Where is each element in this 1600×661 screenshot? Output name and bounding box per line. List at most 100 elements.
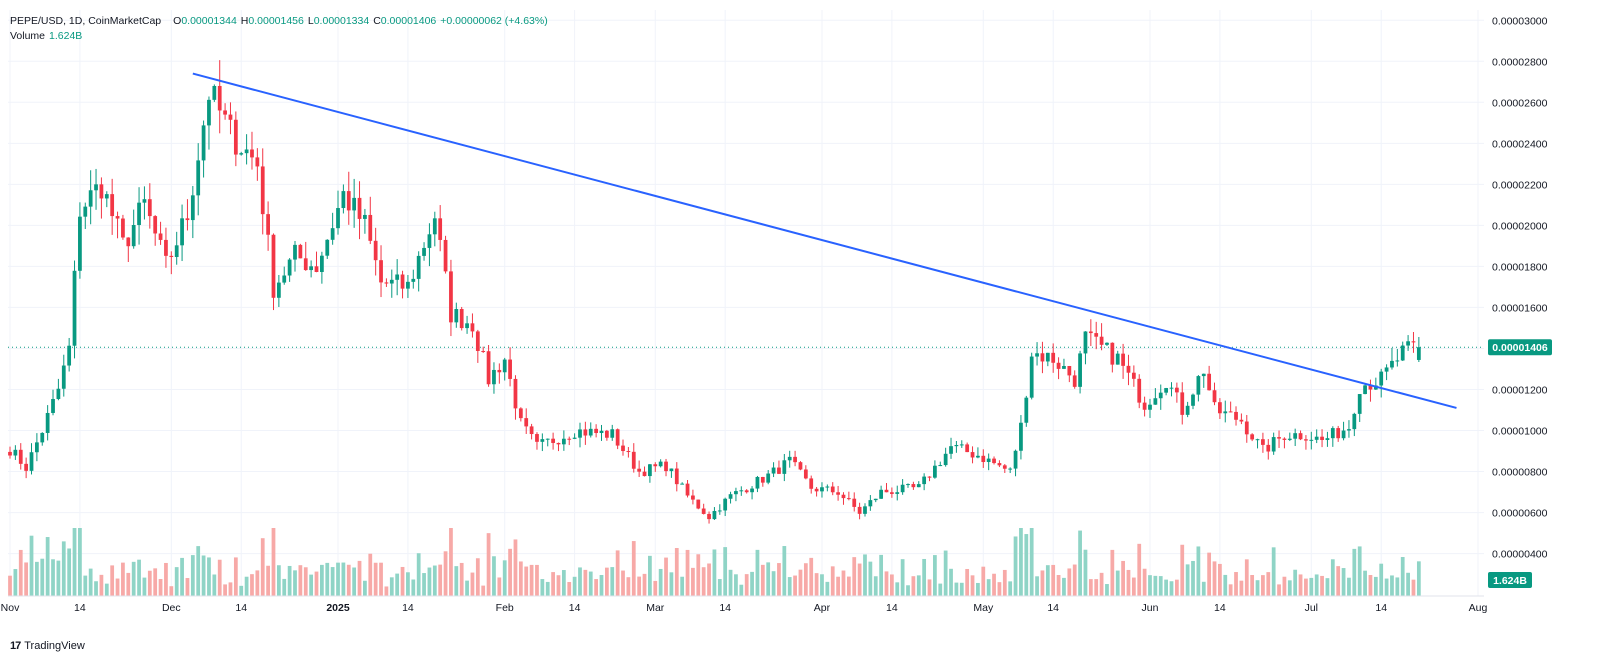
candle <box>658 459 663 468</box>
time-axis[interactable]: Nov 14 Dec 14 2025 14 Feb 14 Mar 14 Apr 14 May 14 Jun 1… <box>1 595 1488 614</box>
candle <box>395 259 400 296</box>
candle-body <box>110 194 115 217</box>
volume-bar <box>631 541 636 596</box>
candle <box>744 489 749 494</box>
volume-bar <box>1131 577 1136 596</box>
candle-body <box>35 442 39 453</box>
candle-body <box>406 281 410 289</box>
candle-body <box>803 469 808 479</box>
candle-body <box>298 244 303 259</box>
volume-bar <box>922 558 927 596</box>
candle-body <box>212 85 217 100</box>
volume-bar <box>475 558 480 596</box>
candle <box>1379 368 1384 398</box>
candle <box>201 120 206 178</box>
volume-bar <box>336 562 340 596</box>
volume-bar <box>1024 534 1029 596</box>
candle <box>648 464 652 483</box>
tradingview-brand[interactable]: 17 TradingView <box>10 640 85 652</box>
candle <box>282 266 287 285</box>
candle-body <box>314 266 319 273</box>
candle <box>717 504 722 515</box>
volume-bar <box>691 567 695 596</box>
time-tick-label: 14 <box>1047 602 1059 614</box>
change-value: +0.00000062 (+4.63%) <box>440 15 548 27</box>
candle-body <box>1131 372 1136 379</box>
candle-body <box>1099 336 1104 345</box>
volume-bar <box>621 570 625 596</box>
volume-bar <box>1083 549 1088 596</box>
volume-bar <box>1223 574 1228 596</box>
low-value: 0.00001334 <box>313 15 370 27</box>
candle <box>486 345 491 387</box>
candle <box>1008 467 1013 474</box>
volume-bar <box>798 569 803 596</box>
candle <box>389 269 394 298</box>
volume-bar <box>180 557 184 596</box>
candle <box>1304 435 1308 450</box>
volume-bar <box>325 562 330 596</box>
volume-bar <box>1416 561 1421 596</box>
candle-body <box>104 194 109 199</box>
candle <box>787 450 792 468</box>
candle-body <box>653 464 658 467</box>
volume-label[interactable]: Volume <box>10 30 46 42</box>
candle <box>561 430 566 451</box>
candle-body <box>153 216 158 234</box>
trendline[interactable] <box>192 72 1457 409</box>
volume-bar <box>1180 544 1185 596</box>
volume-bar <box>561 570 566 596</box>
candle-body <box>1250 434 1255 440</box>
candle <box>185 199 190 231</box>
candle-body <box>67 345 72 366</box>
candle-body <box>244 149 249 154</box>
candle-body <box>1056 362 1061 369</box>
volume-bar <box>997 582 1002 596</box>
candle-body <box>196 160 201 196</box>
candle-body <box>180 218 184 246</box>
candle-body <box>508 359 512 379</box>
candle <box>771 462 776 478</box>
candle-body <box>599 430 604 434</box>
candle <box>492 362 496 394</box>
volume-bar <box>642 573 647 596</box>
symbol-label[interactable]: PEPE/USD, 1D, CoinMarketCap <box>10 15 162 27</box>
candle-body <box>239 153 244 155</box>
volume-bar <box>384 586 389 596</box>
candle <box>1153 388 1158 405</box>
candle <box>1341 421 1346 441</box>
candle-body <box>357 197 362 219</box>
candle-body <box>1218 402 1222 414</box>
candle-body <box>873 498 878 501</box>
candle <box>588 422 593 438</box>
candle-body <box>959 444 964 446</box>
candle <box>223 103 227 120</box>
volume-bar <box>701 567 706 596</box>
volume-bar <box>99 574 104 596</box>
volume-bar <box>857 563 862 596</box>
candle-body <box>809 478 814 489</box>
candle-body <box>142 199 147 203</box>
candle <box>508 347 512 387</box>
candle-body <box>287 259 292 276</box>
candle-body <box>228 114 233 120</box>
candle <box>475 329 480 363</box>
candle-body <box>121 218 125 238</box>
price-axis[interactable]: 0.00000400 0.00000600 0.00000800 0.00001000… <box>1488 15 1552 588</box>
candle <box>1416 336 1421 362</box>
candle <box>1062 358 1066 370</box>
candle <box>1271 432 1276 455</box>
candle <box>1088 319 1093 347</box>
volume-bar <box>889 574 894 596</box>
candle-body <box>545 438 550 440</box>
candle <box>739 486 744 496</box>
volume-bar <box>72 528 77 596</box>
candle-body <box>717 510 722 512</box>
candle-body <box>1164 388 1168 393</box>
trendline-line <box>192 72 1457 409</box>
candle <box>884 483 889 493</box>
candle <box>615 428 620 450</box>
candle-body <box>766 473 771 483</box>
volume-bar <box>51 559 55 596</box>
